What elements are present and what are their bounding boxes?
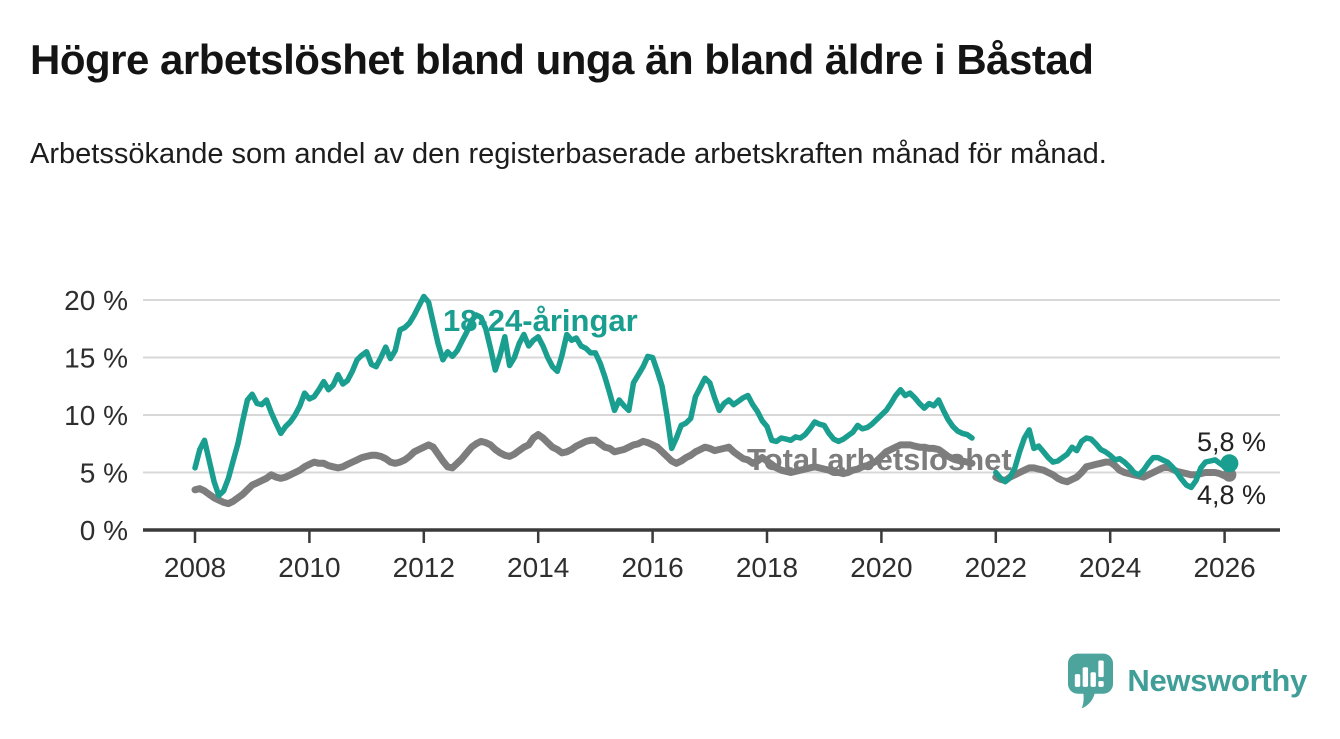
end-value-label-youth: 5,8 % xyxy=(1197,427,1266,457)
y-tick-label: 15 % xyxy=(64,343,128,374)
x-tick-label: 2012 xyxy=(393,552,455,583)
x-tick-label: 2020 xyxy=(850,552,912,583)
x-tick-label: 2026 xyxy=(1193,552,1255,583)
x-tick-label: 2024 xyxy=(1079,552,1141,583)
newsworthy-logo-icon xyxy=(1067,652,1114,710)
x-tick-label: 2018 xyxy=(736,552,798,583)
newsworthy-logo-icon-svg xyxy=(1068,653,1114,709)
x-tick-label: 2008 xyxy=(164,552,226,583)
page-subtitle: Arbetssökande som andel av den registerb… xyxy=(30,138,1107,170)
series-label-total: Total arbetslöshet xyxy=(747,442,1012,477)
x-tick-label: 2014 xyxy=(507,552,569,583)
brand-name: Newsworthy xyxy=(1127,663,1307,698)
x-tick-label: 2022 xyxy=(965,552,1027,583)
series-end-dot-youth xyxy=(1220,454,1239,473)
series-label-youth: 18-24-åringar xyxy=(443,303,638,338)
end-value-label-total: 4,8 % xyxy=(1197,480,1266,510)
y-tick-label: 5 % xyxy=(80,458,128,489)
x-tick-label: 2016 xyxy=(621,552,683,583)
x-tick-label: 2010 xyxy=(278,552,340,583)
y-tick-label: 20 % xyxy=(64,285,128,316)
y-tick-label: 10 % xyxy=(64,400,128,431)
brand-footer: Newsworthy xyxy=(1067,652,1307,710)
y-tick-label: 0 % xyxy=(80,515,128,546)
series-line-youth xyxy=(192,293,1233,499)
series-line-total xyxy=(191,431,1233,508)
page-title: Högre arbetslöshet bland unga än bland ä… xyxy=(30,36,1094,83)
